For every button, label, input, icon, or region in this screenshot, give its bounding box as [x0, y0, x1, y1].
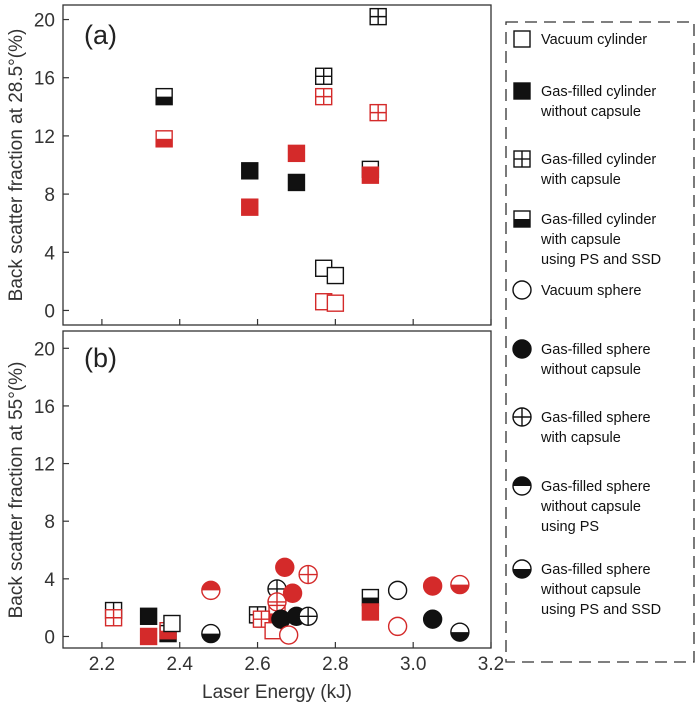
legend-entry: Gas-filled sphere without capsule using PS [512, 476, 651, 535]
data-point-gas-sph-capsule-black [298, 606, 318, 626]
data-point-gas-sph-capsule-ps-ssd-red [450, 574, 470, 595]
data-point-gas-cyl-no-capsule-red [139, 627, 158, 646]
tick-layer: 0 4 8 12 16 20 0 4 8 12 16 20 2.2 2.4 2.6 2.8 3.0 3.2 [34, 11, 504, 675]
y-tick-label: 4 [44, 570, 55, 591]
data-point-gas-cyl-no-capsule-red [361, 603, 380, 621]
y-tick-label: 16 [34, 69, 55, 90]
legend-entry: Gas-filled sphere without capsule using PS… [512, 559, 661, 618]
gas-sph-capsule-ps-ssd-legend-icon [512, 559, 532, 579]
y-tick-label: 20 [34, 11, 55, 32]
data-point-vacuum-cyl-black [163, 614, 181, 633]
legend-label: using PS and SSD [541, 252, 661, 268]
data-point-gas-sph-capsule-red [298, 564, 318, 585]
legend-label: Gas-filled sphere [541, 479, 651, 495]
y-tick-label: 16 [34, 397, 55, 418]
data-point-gas-sph-no-capsule-ps-red [201, 580, 221, 601]
x-axis-title: Laser Energy (kJ) [202, 682, 352, 703]
data-point-gas-cyl-capsule-black [314, 67, 333, 85]
data-point-gas-sph-capsule-ps-ssd-black [450, 622, 470, 642]
x-tick-label: 2.8 [322, 654, 348, 675]
y-tick-label: 12 [34, 127, 55, 148]
panel-b-label: (b) [84, 343, 117, 373]
data-point-gas-cyl-no-capsule-black [287, 173, 306, 192]
data-point-gas-sph-no-capsule-red [275, 557, 295, 578]
data-point-gas-cyl-no-capsule-red [241, 198, 259, 216]
legend-entry: Gas-filled sphere with capsule [512, 407, 651, 446]
gas-cyl-capsule-ps-ssd-legend-icon [513, 210, 531, 228]
data-point-gas-cyl-capsule-red [314, 87, 333, 106]
panel-a-y-axis-title: Back scatter fraction at 28.5°(%) [6, 29, 27, 302]
vacuum-cyl-legend-icon [513, 30, 531, 48]
x-tick-label: 3.0 [400, 654, 426, 675]
data-point-gas-cyl-no-capsule-black [139, 607, 158, 625]
gas-cyl-no-capsule-legend-icon [513, 82, 531, 100]
y-tick-label: 8 [44, 512, 55, 533]
legend-entry: Gas-filled cylinder with capsule using PS… [513, 210, 661, 268]
legend-label: with capsule [540, 430, 621, 446]
legend-label: using PS and SSD [541, 602, 661, 618]
panel-a-label: (a) [84, 20, 117, 50]
x-tick-label: 3.2 [478, 654, 504, 675]
legend-frame [505, 21, 695, 663]
data-point-vacuum-cyl-red [326, 294, 345, 312]
data-point-gas-cyl-capsule-red [104, 609, 123, 627]
y-tick-label: 8 [44, 185, 55, 206]
legend-label: Gas-filled sphere [541, 562, 651, 578]
x-tick-label: 2.2 [89, 654, 115, 675]
legend-label: Vacuum sphere [541, 283, 641, 299]
legend-label: using PS [541, 519, 599, 535]
data-point-gas-sph-no-capsule-black [422, 609, 443, 629]
x-tick-label: 2.6 [244, 654, 270, 675]
vacuum-sphere-legend-icon [512, 280, 532, 300]
data-point-gas-cyl-no-capsule-black [241, 162, 259, 180]
legend-label: Vacuum cylinder [541, 32, 647, 48]
x-tick-label: 2.4 [167, 654, 194, 675]
data-point-gas-cyl-capsule-black [369, 7, 387, 26]
panel-b-y-axis-title: Back scatter fraction at 55°(%) [6, 362, 27, 619]
gas-cyl-capsule-legend-icon [513, 150, 531, 168]
legend-entry: Gas-filled cylinder with capsule [513, 150, 656, 188]
legend-label: Gas-filled cylinder [541, 152, 656, 168]
data-point-gas-cyl-capsule-ps-ssd-red [155, 130, 173, 148]
legend-label: without capsule [540, 104, 641, 120]
legend: Vacuum cylinder Gas-filled cylinder withou… [512, 30, 661, 618]
data-point-vacuum-sphere-red [387, 616, 408, 637]
legend-label: with capsule [540, 232, 621, 248]
legend-entry: Gas-filled cylinder without capsule [513, 82, 656, 120]
gas-sph-capsule-legend-icon [512, 407, 532, 427]
legend-label: without capsule [540, 499, 641, 515]
y-tick-label: 12 [34, 455, 55, 476]
data-points-layer [104, 7, 470, 646]
panel-a-frame [62, 4, 492, 326]
data-point-gas-sph-no-capsule-red [422, 576, 443, 596]
legend-entry: Vacuum cylinder [513, 30, 647, 48]
legend-label: Gas-filled sphere [541, 342, 651, 358]
data-point-gas-sph-no-capsule-red [282, 583, 303, 603]
data-point-gas-cyl-capsule-red [369, 103, 387, 122]
legend-label: Gas-filled cylinder [541, 212, 656, 228]
legend-entry: Vacuum sphere [512, 280, 641, 300]
y-tick-label: 0 [44, 627, 55, 648]
y-tick-label: 20 [34, 339, 55, 360]
legend-label: Gas-filled cylinder [541, 84, 656, 100]
panel-b-frame [62, 330, 492, 649]
data-point-vacuum-sphere-black [387, 580, 408, 601]
data-point-gas-cyl-capsule-ps-ssd-black [155, 87, 173, 106]
data-point-vacuum-sphere-red [278, 625, 299, 645]
legend-label: with capsule [540, 172, 621, 188]
y-tick-label: 0 [44, 301, 55, 322]
legend-label: without capsule [540, 582, 641, 598]
data-point-gas-cyl-no-capsule-red [287, 144, 306, 163]
y-tick-label: 4 [44, 243, 55, 264]
legend-entry: Gas-filled sphere without capsule [512, 339, 651, 378]
data-point-gas-sph-capsule-ps-ssd-black [201, 623, 221, 644]
data-point-gas-cyl-capsule-ps-ssd-black [361, 588, 380, 607]
gas-sph-no-capsule-legend-icon [512, 339, 532, 359]
data-point-gas-cyl-no-capsule-red [361, 166, 380, 184]
gas-sph-no-capsule-ps-legend-icon [512, 476, 532, 496]
data-point-vacuum-cyl-black [326, 266, 345, 285]
legend-label: without capsule [540, 362, 641, 378]
legend-label: Gas-filled sphere [541, 410, 651, 426]
